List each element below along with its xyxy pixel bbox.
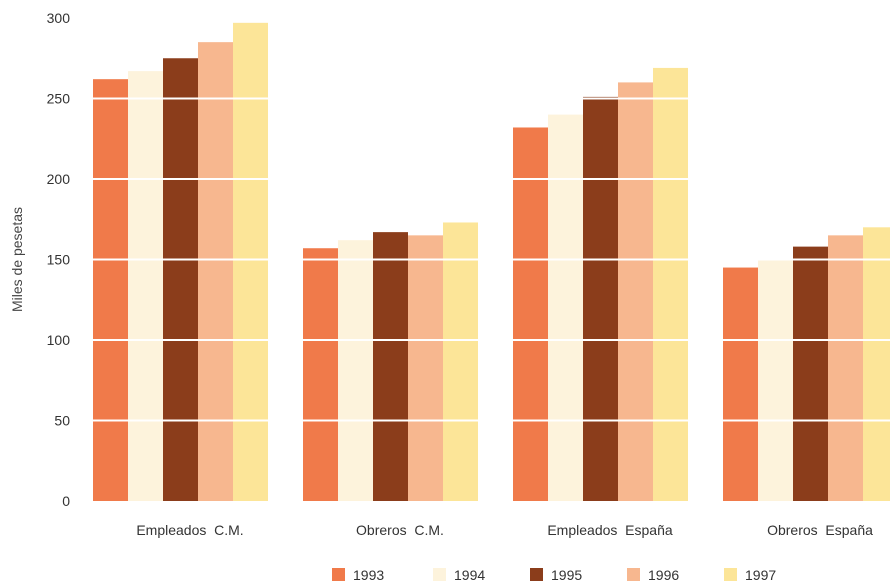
legend-label: 1996 (648, 567, 679, 583)
bar (583, 96, 618, 501)
bar (373, 232, 408, 501)
gridlines (93, 17, 890, 422)
bar (93, 79, 128, 502)
bar (653, 67, 688, 501)
bar (233, 22, 268, 502)
x-tick-label: Empleados C.M. (136, 522, 243, 538)
x-tick-label: Obreros C.M. (356, 522, 444, 538)
legend-swatch (627, 568, 640, 581)
legend-label: 1997 (745, 567, 776, 583)
bar (618, 82, 653, 502)
y-tick-label: 100 (47, 332, 71, 348)
legend-swatch (530, 568, 543, 581)
x-tick-label: Obreros España (767, 522, 873, 538)
bar (828, 235, 863, 501)
bar (198, 42, 233, 502)
bar (548, 114, 583, 501)
bar (723, 267, 758, 501)
x-axis: Empleados C.M. Obreros C.M. Empleados Espa… (136, 522, 873, 538)
y-tick-label: 0 (62, 493, 70, 509)
bar (408, 235, 443, 501)
y-tick-label: 250 (47, 91, 71, 107)
bar (758, 259, 793, 501)
bar (513, 127, 548, 501)
legend-label: 1995 (551, 567, 582, 583)
bar (793, 246, 828, 501)
y-axis-label: Miles de pesetas (9, 207, 25, 312)
x-tick-label: Empleados España (547, 522, 673, 538)
legend-swatch (433, 568, 446, 581)
legend-label: 1993 (353, 567, 384, 583)
legend-swatch (332, 568, 345, 581)
bar (443, 222, 478, 501)
bar (128, 71, 163, 501)
bar (303, 248, 338, 501)
y-axis: 0 50 100 150 200 250 300 (47, 10, 71, 509)
legend-swatch (724, 568, 737, 581)
y-tick-label: 50 (54, 413, 70, 429)
bars (93, 22, 890, 502)
y-tick-label: 300 (47, 10, 71, 26)
legend: 1993 1994 1995 1996 1997 (332, 567, 776, 583)
legend-label: 1994 (454, 567, 485, 583)
bar (338, 240, 373, 501)
bar (863, 227, 890, 502)
y-tick-label: 200 (47, 171, 71, 187)
bar (163, 58, 198, 501)
y-tick-label: 150 (47, 252, 71, 268)
